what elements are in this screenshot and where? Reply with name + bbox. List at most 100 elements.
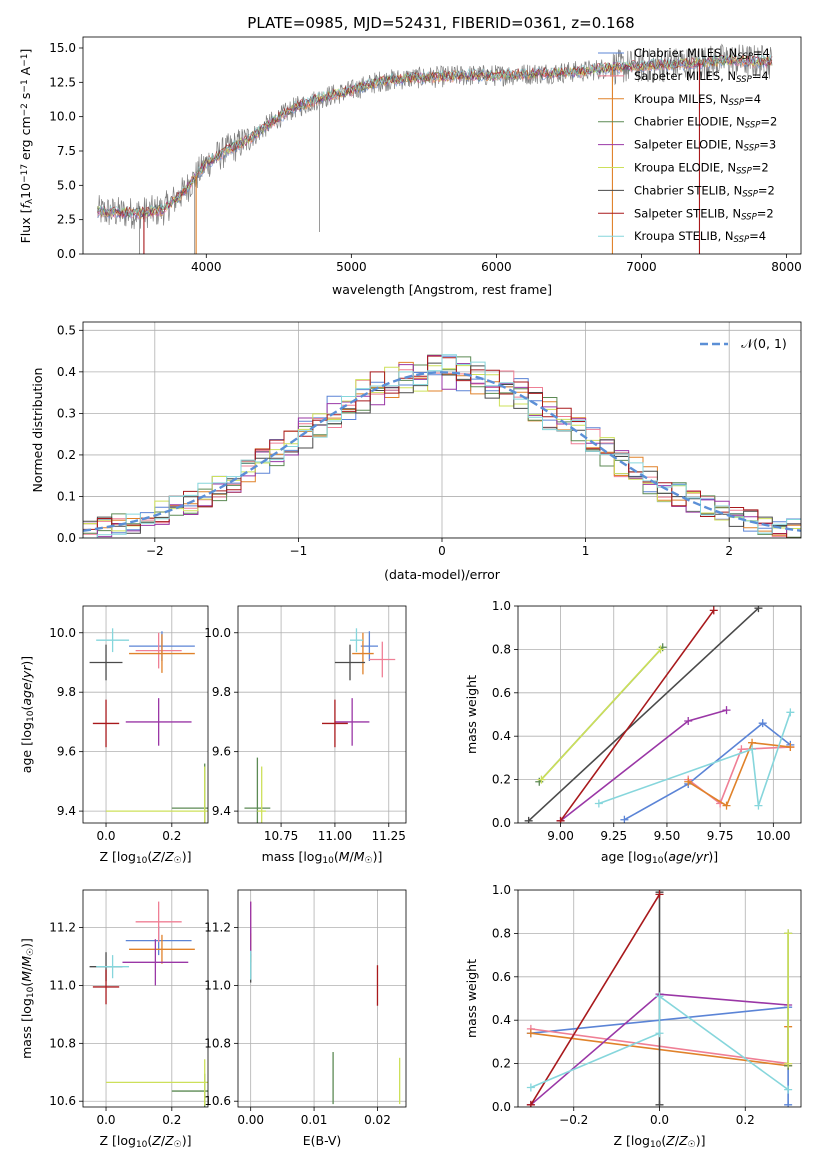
weight-vs-Z-xlabel: Z [log10(Z/Z☉)]: [613, 1133, 705, 1150]
x-tick-label: 6000: [481, 260, 512, 274]
kroupa-stelib-line: [530, 994, 789, 1091]
x-tick-label: −0.2: [559, 1113, 588, 1127]
y-tick-label: 11.0: [204, 978, 231, 992]
x-tick-label: 9.50: [654, 829, 681, 843]
y-tick-label: 9.8: [57, 685, 76, 699]
point-marker: [748, 745, 757, 754]
legend-label: Chabrier MILES, NSSP=4: [634, 46, 770, 62]
weight-vs-Z-plot-area: [518, 890, 801, 1107]
y-tick-label: 15.0: [49, 41, 76, 55]
spectrum-plot-area: [97, 43, 773, 254]
y-tick-label: 0.2: [492, 773, 511, 787]
point-marker: [655, 1029, 664, 1038]
age-vs-mass-plot-area: [238, 606, 406, 823]
legend-label: Kroupa STELIB, NSSP=4: [634, 229, 766, 245]
mass-vs-ebv-plot-area: [238, 890, 406, 1107]
y-tick-label: 0.6: [492, 970, 511, 984]
point-marker: [784, 1059, 793, 1068]
point-marker: [786, 708, 795, 717]
y-tick-label: 11.2: [49, 921, 76, 935]
x-tick-label: 11.25: [372, 829, 406, 843]
y-tick-label: 10.6: [204, 1094, 231, 1108]
residuals-ylabel: Normed distribution: [30, 368, 45, 493]
mass-vs-ebv-xlabel: E(B-V): [303, 1133, 342, 1148]
residuals-xlabel: (data-model)/error: [384, 567, 501, 582]
y-tick-label: 0.0: [492, 816, 511, 830]
salpeter-stelib-line: [530, 893, 661, 1106]
y-tick-label: 10.0: [49, 110, 76, 124]
point-marker: [620, 815, 629, 823]
spectrum-frame: [82, 36, 802, 255]
y-tick-label: 11.0: [49, 978, 76, 992]
y-tick-label: 0.4: [492, 729, 511, 743]
y-tick-label: 0.4: [492, 1013, 511, 1027]
point-marker: [655, 890, 664, 899]
chabrier-miles-model-spectrum: [97, 56, 773, 221]
age-vs-Z-panel: 0.0 0.2 9.4 9.6 9.8 10.0: [49, 605, 209, 843]
y-tick-label: 0.0: [57, 247, 76, 261]
x-tick-label: 0.0: [96, 829, 115, 843]
x-tick-label: 0.2: [162, 1113, 181, 1127]
x-tick-label: 5000: [336, 260, 367, 274]
x-tick-label: 0.2: [736, 1113, 755, 1127]
mass-vs-Z-ylabel: mass [log10(M/M☉)]: [19, 938, 36, 1059]
y-tick-label: 10.8: [204, 1036, 231, 1050]
y-tick-label: 11.2: [204, 921, 231, 935]
mass-vs-ebv-frame: [237, 889, 407, 1108]
age-vs-mass-xlabel: mass [log10(M/M☉)]: [262, 849, 383, 866]
y-tick-label: 9.6: [57, 745, 76, 759]
point-marker: [786, 743, 795, 752]
y-tick-label: 9.4: [212, 804, 231, 818]
x-tick-label: 0: [438, 544, 446, 558]
kroupa-elodie-line: [540, 648, 662, 781]
point-marker: [784, 929, 793, 938]
x-tick-label: 10.00: [756, 829, 790, 843]
salpeter-stelib-model-spectrum: [97, 54, 773, 217]
salpeter-stelib-line: [559, 609, 715, 822]
y-tick-label: 9.8: [212, 685, 231, 699]
y-tick-label: 0.1: [57, 489, 76, 503]
point-marker: [758, 719, 767, 728]
point-marker: [655, 992, 664, 1001]
point-marker: [656, 645, 665, 654]
x-tick-label: 0.01: [301, 1113, 328, 1127]
age-vs-Z-ylabel: age [log10(age/yr)]: [19, 656, 36, 773]
kroupa-stelib-line: [598, 712, 792, 806]
spectrum-ylabel: Flux [fλ10−17 erg cm−2 s−1 A−1]: [18, 49, 35, 244]
y-tick-label: 0.8: [492, 926, 511, 940]
point-marker: [526, 1100, 535, 1107]
weight-vs-age-plot-area: [518, 606, 801, 823]
x-tick-label: 0.2: [162, 829, 181, 843]
y-tick-label: 0.6: [492, 686, 511, 700]
y-tick-label: 0.2: [492, 1057, 511, 1071]
x-tick-label: 0.00: [237, 1113, 264, 1127]
legend-label: Salpeter MILES, NSSP=4: [634, 69, 769, 85]
weight-vs-Z-panel: −0.2 0.0 0.2 0.0 0.2 0.4 0.6 0.8 1.0: [492, 883, 802, 1127]
point-marker: [594, 799, 603, 808]
weight-vs-Z-ylabel: mass weight: [464, 959, 479, 1038]
x-tick-label: 8000: [771, 260, 802, 274]
y-tick-label: 1.0: [492, 883, 511, 897]
kroupa-stelib-model-spectrum: [97, 54, 773, 217]
y-tick-label: 10.0: [204, 626, 231, 640]
y-tick-label: 10.0: [49, 626, 76, 640]
point-marker: [526, 1029, 535, 1038]
weight-vs-age-panel: 9.00 9.25 9.50 9.75 10.00 0.0 0.2 0.4 0.6 0.8 1.0: [492, 599, 802, 843]
point-marker: [722, 801, 731, 810]
mass-vs-Z-frame: [82, 889, 209, 1108]
legend-label: Kroupa ELODIE, NSSP=2: [634, 161, 769, 177]
y-tick-label: 9.4: [57, 804, 76, 818]
legend-label: Salpeter ELODIE, NSSP=3: [634, 138, 776, 154]
y-tick-label: 0.0: [57, 531, 76, 545]
point-marker: [537, 775, 546, 784]
y-tick-label: 2.5: [57, 213, 76, 227]
point-marker: [556, 816, 565, 823]
legend-label: Chabrier ELODIE, NSSP=2: [634, 115, 777, 131]
x-tick-label: 9.25: [600, 829, 627, 843]
gaussian-legend-label: 𝒩(0, 1): [741, 336, 787, 351]
residuals-panel: −2 −1 0 1 2 0.0 0.1 0.2 0.3 0.4 0.5: [57, 321, 802, 558]
age-vs-mass-panel: 10.75 11.00 11.25 9.4 9.6 9.8 10.0: [204, 605, 407, 843]
x-tick-label: 0.0: [96, 1113, 115, 1127]
x-tick-label: 0.0: [650, 1113, 669, 1127]
chabrier-stelib-line: [528, 607, 759, 822]
